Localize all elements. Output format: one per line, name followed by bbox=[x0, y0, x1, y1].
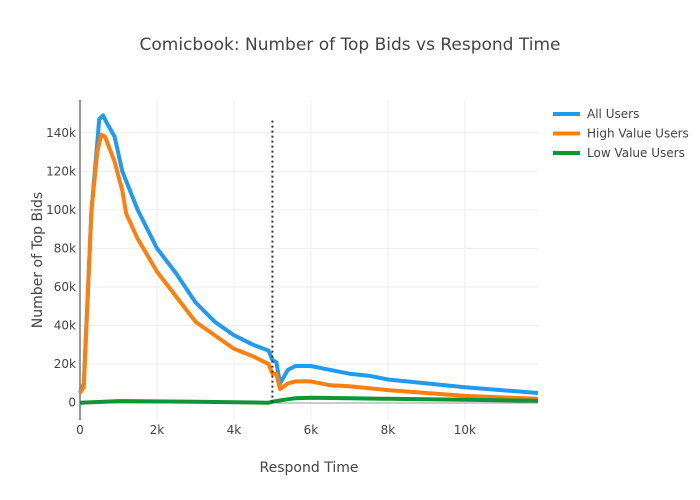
x-axis-label: Respond Time bbox=[260, 460, 359, 476]
legend-label: All Users bbox=[587, 107, 639, 121]
y-tick-label: 20k bbox=[54, 357, 76, 371]
y-tick-label: 40k bbox=[54, 319, 76, 333]
x-tick-label: 2k bbox=[150, 423, 165, 437]
legend-item[interactable]: Low Value Users bbox=[553, 146, 685, 160]
legend: All Users High Value Users Low Value Users bbox=[553, 107, 689, 160]
series-line-high-value-users bbox=[78, 132, 539, 401]
y-tick-label: 100k bbox=[46, 203, 76, 217]
legend-item[interactable]: High Value Users bbox=[553, 127, 689, 141]
y-tick-label: 0 bbox=[68, 396, 76, 410]
series-line-all-users bbox=[78, 113, 539, 395]
y-tick-label: 120k bbox=[46, 164, 76, 178]
series-line-low-value-users bbox=[79, 395, 539, 405]
y-tick-label: 140k bbox=[46, 126, 76, 140]
x-tick-label: 4k bbox=[227, 423, 242, 437]
x-tick-label: 0 bbox=[76, 423, 84, 437]
y-tick-label: 60k bbox=[54, 280, 76, 294]
x-tick-label: 10k bbox=[454, 423, 476, 437]
legend-label: High Value Users bbox=[587, 127, 689, 141]
legend-label: Low Value Users bbox=[587, 146, 685, 160]
legend-item[interactable]: All Users bbox=[553, 107, 639, 121]
chart-title: Comicbook: Number of Top Bids vs Respond… bbox=[140, 35, 561, 55]
x-tick-label: 8k bbox=[381, 423, 396, 437]
x-tick-label: 6k bbox=[304, 423, 319, 437]
y-axis-label: Number of Top Bids bbox=[30, 192, 46, 328]
y-tick-label: 80k bbox=[54, 241, 76, 255]
